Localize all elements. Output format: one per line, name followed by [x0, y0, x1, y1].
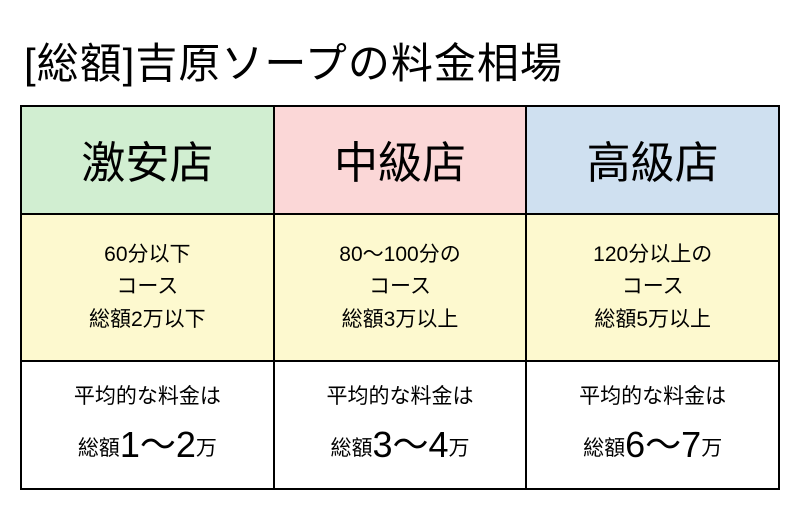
- column-header: 中級店: [275, 107, 526, 215]
- page-title: [総額]吉原ソープの料金相場: [20, 24, 780, 105]
- column-header: 激安店: [22, 107, 273, 215]
- column-header: 高級店: [527, 107, 778, 215]
- course-info: 120分以上のコース総額5万以上: [527, 215, 778, 363]
- course-info: 80〜100分のコース総額3万以上: [275, 215, 526, 363]
- average-price: 平均的な料金は総額3〜4万: [275, 362, 526, 488]
- course-info: 60分以下コース総額2万以下: [22, 215, 273, 363]
- price-column: 激安店60分以下コース総額2万以下平均的な料金は総額1〜2万: [22, 107, 273, 489]
- price-column: 高級店120分以上のコース総額5万以上平均的な料金は総額6〜7万: [525, 107, 778, 489]
- average-price: 平均的な料金は総額6〜7万: [527, 362, 778, 488]
- price-table: 激安店60分以下コース総額2万以下平均的な料金は総額1〜2万中級店80〜100分…: [20, 105, 780, 491]
- average-price: 平均的な料金は総額1〜2万: [22, 362, 273, 488]
- price-column: 中級店80〜100分のコース総額3万以上平均的な料金は総額3〜4万: [273, 107, 526, 489]
